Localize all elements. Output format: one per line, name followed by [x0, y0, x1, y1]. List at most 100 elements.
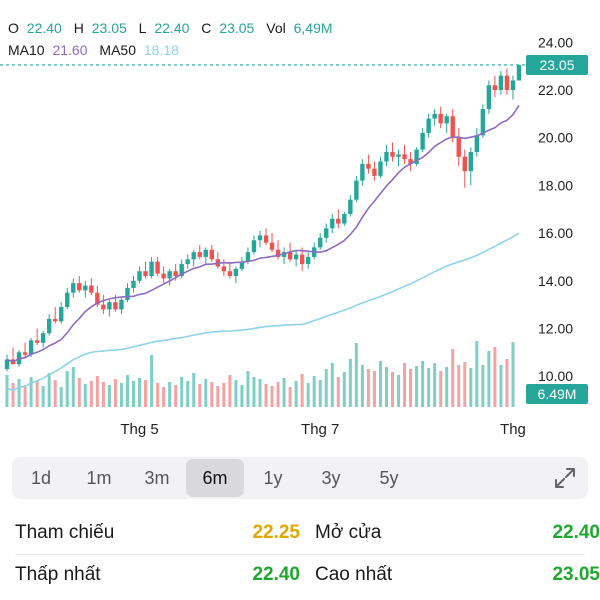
volume-bar	[35, 381, 39, 407]
volume-bar	[156, 383, 160, 407]
ma10-value: 21.60	[52, 42, 88, 58]
close-label: C	[201, 20, 212, 36]
high-value: 23.05	[91, 20, 127, 36]
candle-body	[149, 261, 154, 276]
open-price-label: Mở cửa	[315, 522, 382, 543]
candle-body	[227, 271, 233, 276]
volume-label: Vol	[266, 20, 286, 36]
y-tick-label: 12.00	[538, 320, 573, 336]
candle-body	[498, 75, 504, 90]
volume-bar	[378, 361, 382, 407]
reference-label: Tham chiếu	[15, 522, 115, 543]
volume-bar	[421, 361, 425, 407]
candle-body	[59, 307, 64, 322]
volume-bar	[318, 380, 322, 407]
chart-canvas[interactable]: 24.00 22.00 20.00 18.00 16.00 14.00 12.00 10.00…	[0, 0, 600, 450]
volume-bar	[312, 376, 316, 407]
volume-bar	[403, 363, 407, 407]
volume-bar	[439, 371, 443, 407]
stat-row-2: Thấp nhất 22.40 Cao nhất 23.05	[0, 554, 600, 596]
volume-bar	[65, 371, 69, 407]
volume-bar	[511, 342, 515, 407]
low-price-value: 22.40	[252, 564, 300, 585]
period-3m[interactable]: 3m	[144, 467, 170, 488]
ma10-label: MA10	[8, 42, 45, 58]
volume-bar	[132, 381, 135, 407]
period-6m[interactable]: 6m	[186, 459, 244, 497]
period-1m[interactable]: 1m	[86, 467, 112, 488]
stat-high: Cao nhất 23.05	[315, 554, 600, 596]
volume-bar	[125, 375, 129, 407]
price-chart[interactable]: 24.00 22.00 20.00 18.00 16.00 14.00 12.00 10.00…	[0, 0, 600, 450]
period-3y[interactable]: 3y	[321, 467, 341, 488]
period-1y[interactable]: 1y	[263, 467, 283, 488]
candle-body	[450, 116, 455, 138]
candle-body	[474, 135, 480, 152]
candle-body	[179, 264, 184, 276]
volume-bar	[342, 372, 346, 407]
volume-bar	[384, 367, 388, 407]
volume-bar	[204, 379, 208, 407]
volume-bar	[107, 385, 111, 407]
ohlc-readout: O 22.40 H 23.05 L 22.40 C 23.05 Vol 6,49…	[8, 20, 341, 36]
low-value: 22.40	[154, 20, 190, 36]
volume-bar	[101, 382, 105, 407]
volume-bar	[258, 379, 262, 407]
candle-body	[456, 137, 461, 157]
ma50-label: MA50	[99, 42, 136, 58]
volume-bar	[47, 373, 51, 407]
candle-body	[269, 242, 275, 250]
volume-bar	[71, 367, 75, 407]
y-tick-label: 14.00	[538, 273, 573, 289]
volume-bar	[168, 382, 172, 407]
candle-body	[251, 240, 257, 253]
candle-body	[83, 285, 88, 291]
candle-body	[516, 64, 522, 81]
candle-body	[257, 235, 263, 241]
high-price-value: 23.05	[552, 564, 600, 585]
open-price-value: 22.40	[552, 522, 600, 543]
candle-body	[167, 271, 172, 279]
volume-bar	[11, 383, 15, 407]
candle-body	[89, 285, 94, 293]
candle-body	[173, 271, 178, 276]
expand-icon[interactable]	[552, 465, 578, 491]
volume-bar	[360, 365, 364, 407]
y-tick-label: 24.00	[538, 34, 573, 50]
volume-bar	[306, 383, 310, 407]
period-5y[interactable]: 5y	[379, 467, 399, 488]
candle-body	[22, 352, 28, 355]
volume-bar	[119, 383, 123, 407]
volume-bar	[354, 343, 358, 407]
volume-bar	[89, 381, 93, 407]
x-tick-label: Thg	[500, 421, 526, 438]
candle-body	[77, 283, 82, 291]
volume-bar	[469, 368, 473, 407]
candle-body	[468, 152, 474, 172]
high-price-label: Cao nhất	[315, 564, 393, 585]
y-tick-label: 18.00	[538, 177, 573, 193]
candle-body	[28, 340, 34, 355]
candle-body	[161, 273, 166, 279]
volume-bar	[505, 359, 509, 407]
last-volume-tag	[526, 384, 588, 404]
volume-bar	[246, 371, 250, 407]
candle-body	[408, 159, 413, 164]
volume-bar	[366, 369, 370, 407]
open-label: O	[8, 20, 19, 36]
candle-body	[131, 280, 136, 288]
volume-bar	[41, 386, 45, 407]
candle-body	[318, 237, 323, 248]
volume-bar	[372, 371, 376, 407]
volume-bar	[228, 375, 232, 407]
candle-body	[95, 292, 100, 305]
period-1d[interactable]: 1d	[30, 467, 52, 488]
ma50-line	[6, 232, 520, 392]
volume-bar	[276, 382, 280, 407]
y-tick-label: 16.00	[538, 225, 573, 241]
volume-bar	[198, 384, 202, 407]
candle-body	[510, 80, 516, 90]
volume-bar	[324, 369, 328, 407]
volume-bar	[288, 387, 292, 407]
candle-body	[239, 261, 245, 269]
